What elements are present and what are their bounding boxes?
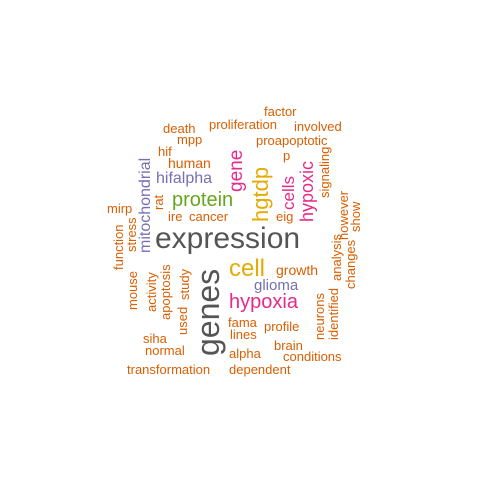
word-brain: brain: [274, 338, 303, 353]
word-apoptosis: apoptosis: [158, 264, 173, 320]
word-alpha: alpha: [229, 346, 261, 361]
word-human: human: [168, 155, 211, 171]
word-lines: lines: [230, 327, 257, 342]
word-rat: rat: [151, 194, 166, 210]
word-conditions: conditions: [283, 349, 342, 364]
word-glioma: glioma: [254, 277, 299, 294]
word-involved: involved: [294, 119, 342, 134]
word-mpp: mpp: [177, 132, 203, 147]
word-function: function: [111, 224, 126, 270]
word-used: used: [175, 306, 190, 335]
word-mirp: mirp: [107, 201, 133, 216]
word-proapoptotic: proapoptotic: [256, 133, 328, 148]
word-cancer: cancer: [189, 209, 229, 224]
word-protein: protein: [172, 189, 234, 211]
word-hgtdp: hgtdp: [248, 166, 273, 222]
word-siha: siha: [143, 331, 167, 346]
word-transformation: transformation: [127, 362, 211, 377]
word-p: p: [283, 148, 291, 163]
word-proliferation: proliferation: [209, 117, 277, 132]
word-fama: fama: [228, 315, 257, 330]
word-cells: cells: [279, 175, 298, 210]
word-normal: normal: [145, 343, 185, 358]
word-activity: activity: [144, 272, 159, 312]
word-factor: factor: [264, 104, 297, 119]
word-identified: identified: [326, 287, 341, 340]
word-hifalpha: hifalpha: [156, 170, 213, 187]
word-expression: expression: [155, 222, 301, 255]
word-genes: genes: [190, 268, 226, 356]
word-analysis: analysis: [329, 234, 344, 281]
word-hypoxia: hypoxia: [229, 291, 298, 313]
word-study: study: [177, 268, 192, 300]
word-stress: stress: [124, 217, 139, 252]
word-show: show: [348, 201, 363, 232]
word-dependent: dependent: [229, 362, 291, 377]
word-growth: growth: [276, 262, 319, 278]
word-death: death: [163, 121, 196, 136]
word-signaling: signaling: [317, 146, 332, 198]
word-cell: cell: [229, 255, 266, 282]
word-neurons: neurons: [312, 293, 327, 340]
word-hif: hif: [158, 144, 172, 159]
word-mouse: mouse: [125, 270, 140, 310]
word-hypoxic: hypoxic: [297, 160, 317, 222]
word-profile: profile: [264, 319, 300, 334]
word-ire: ire: [168, 209, 183, 224]
word-gene: gene: [226, 149, 247, 192]
word-changes: changes: [343, 239, 358, 289]
word-eig: eig: [276, 209, 294, 224]
